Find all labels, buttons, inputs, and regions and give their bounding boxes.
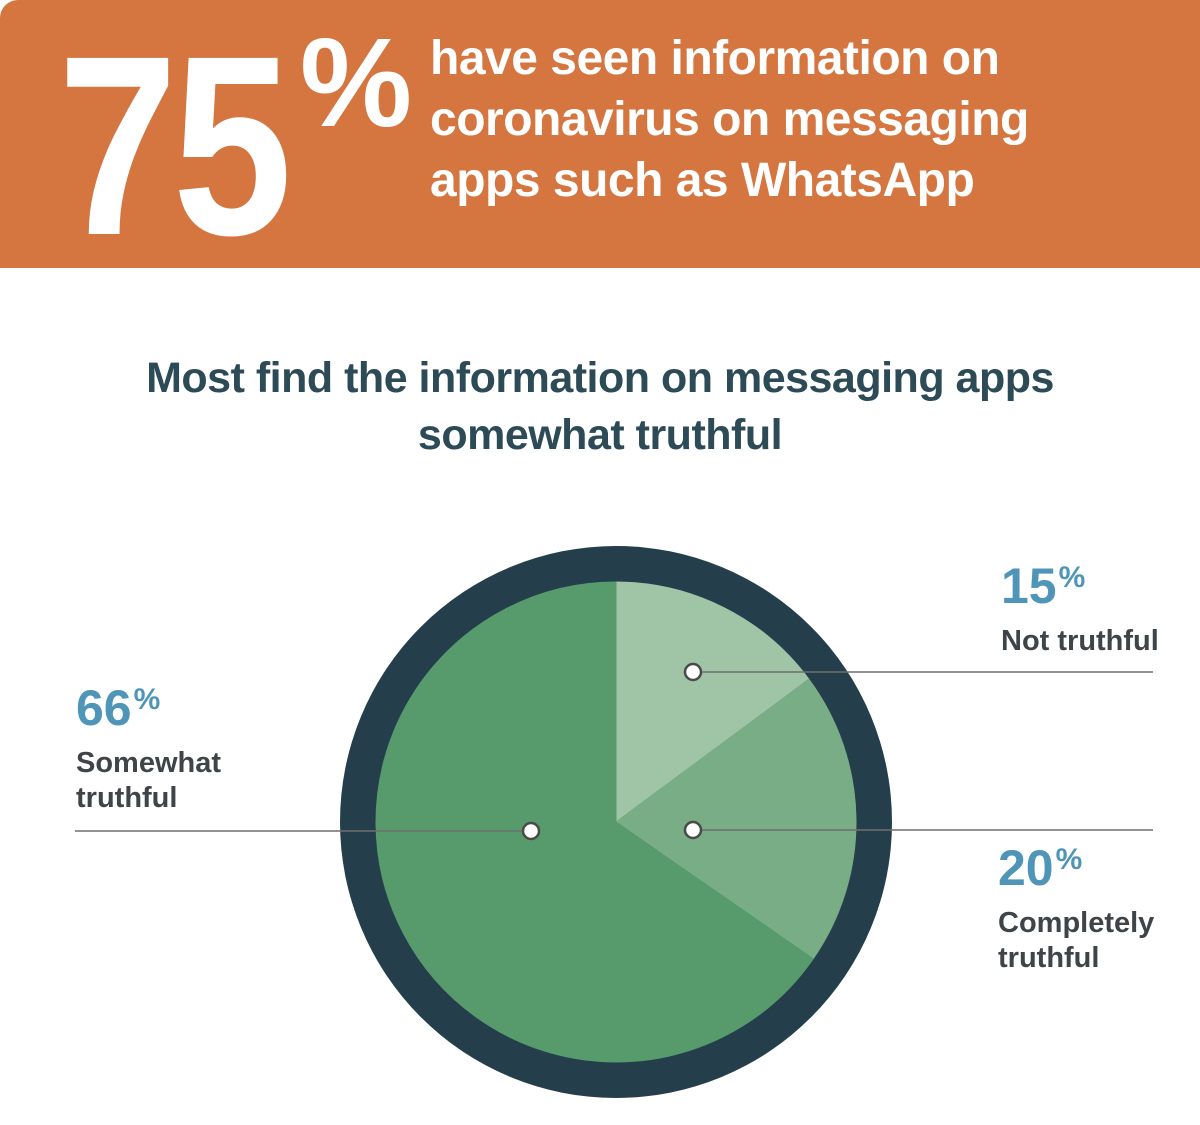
header-description-line: have seen information on <box>430 32 1000 85</box>
callout-not-truthful: 15% Not truthful <box>1001 561 1159 659</box>
pie-slice-completely-truthful <box>615 678 857 960</box>
percentage-sign: % <box>1055 843 1083 876</box>
callout-label: Somewhat truthful <box>76 746 221 816</box>
callout-somewhat-truthful: 66% Somewhat truthful <box>76 683 221 816</box>
percentage-number: 15 <box>1001 558 1057 614</box>
callout-label-line: Completely <box>998 907 1155 939</box>
section-title-line: somewhat truthful <box>417 411 783 459</box>
percentage-number: 66 <box>76 680 132 736</box>
percentage-sign: % <box>1058 561 1086 594</box>
percentage-value: 20% <box>998 843 1154 900</box>
percentage-number: 20 <box>998 840 1054 896</box>
percentage-value: 15% <box>1001 561 1159 618</box>
header-description-line: coronavirus on messaging <box>430 93 1029 146</box>
callout-label-line: truthful <box>76 782 178 814</box>
callout-label: Not truthful <box>1001 624 1159 659</box>
callout-label-line: Somewhat <box>76 747 222 779</box>
callout-label: Completely truthful <box>998 906 1154 976</box>
header-description-line: apps such as WhatsApp <box>430 154 975 207</box>
leader-dot <box>683 662 703 682</box>
callout-label-line: truthful <box>998 942 1100 974</box>
percentage-sign: % <box>133 683 161 716</box>
callout-completely-truthful: 20% Completely truthful <box>998 843 1154 976</box>
callout-label-line: Not truthful <box>1001 625 1159 657</box>
stat-value: 75 <box>58 3 292 289</box>
pie-slice-somewhat-truthful <box>375 581 814 1063</box>
header-description: have seen information on coronavirus on … <box>430 28 1029 211</box>
percentage-value: 66% <box>76 683 221 740</box>
pie-slice-not-truthful <box>615 581 810 823</box>
section-title: Most find the information on messaging a… <box>0 350 1200 464</box>
section-title-line: Most find the information on messaging a… <box>146 354 1054 402</box>
stat-percent-sign: % <box>300 12 413 153</box>
leader-dot <box>521 821 541 841</box>
header-banner: 75 % have seen information on coronaviru… <box>0 0 1200 274</box>
leader-dot <box>683 820 703 840</box>
